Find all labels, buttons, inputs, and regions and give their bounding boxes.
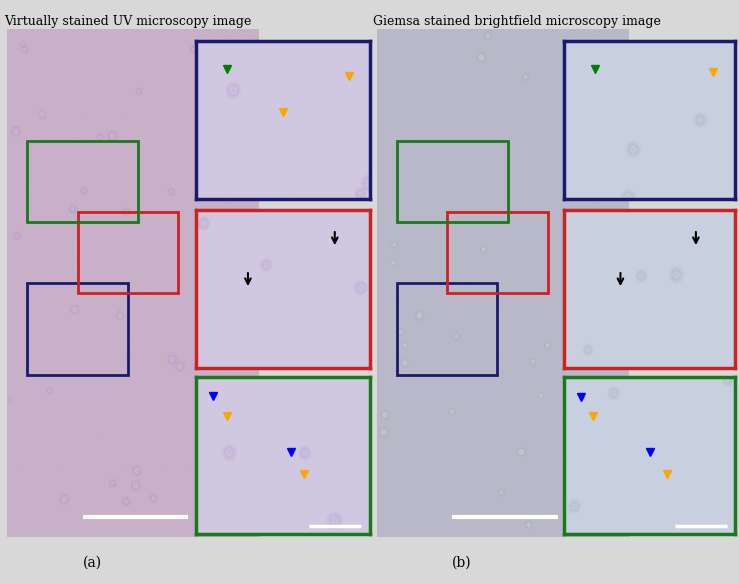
- Text: Giemsa stained brightfield microscopy image: Giemsa stained brightfield microscopy im…: [373, 15, 661, 27]
- Bar: [397, 283, 497, 375]
- Bar: [78, 212, 178, 293]
- Text: (a): (a): [83, 555, 102, 569]
- Bar: [397, 141, 508, 223]
- Text: (b): (b): [452, 555, 471, 569]
- Bar: [447, 212, 548, 293]
- Bar: [27, 283, 128, 375]
- Bar: [27, 141, 138, 223]
- Text: Virtually stained UV microscopy image: Virtually stained UV microscopy image: [4, 15, 251, 27]
